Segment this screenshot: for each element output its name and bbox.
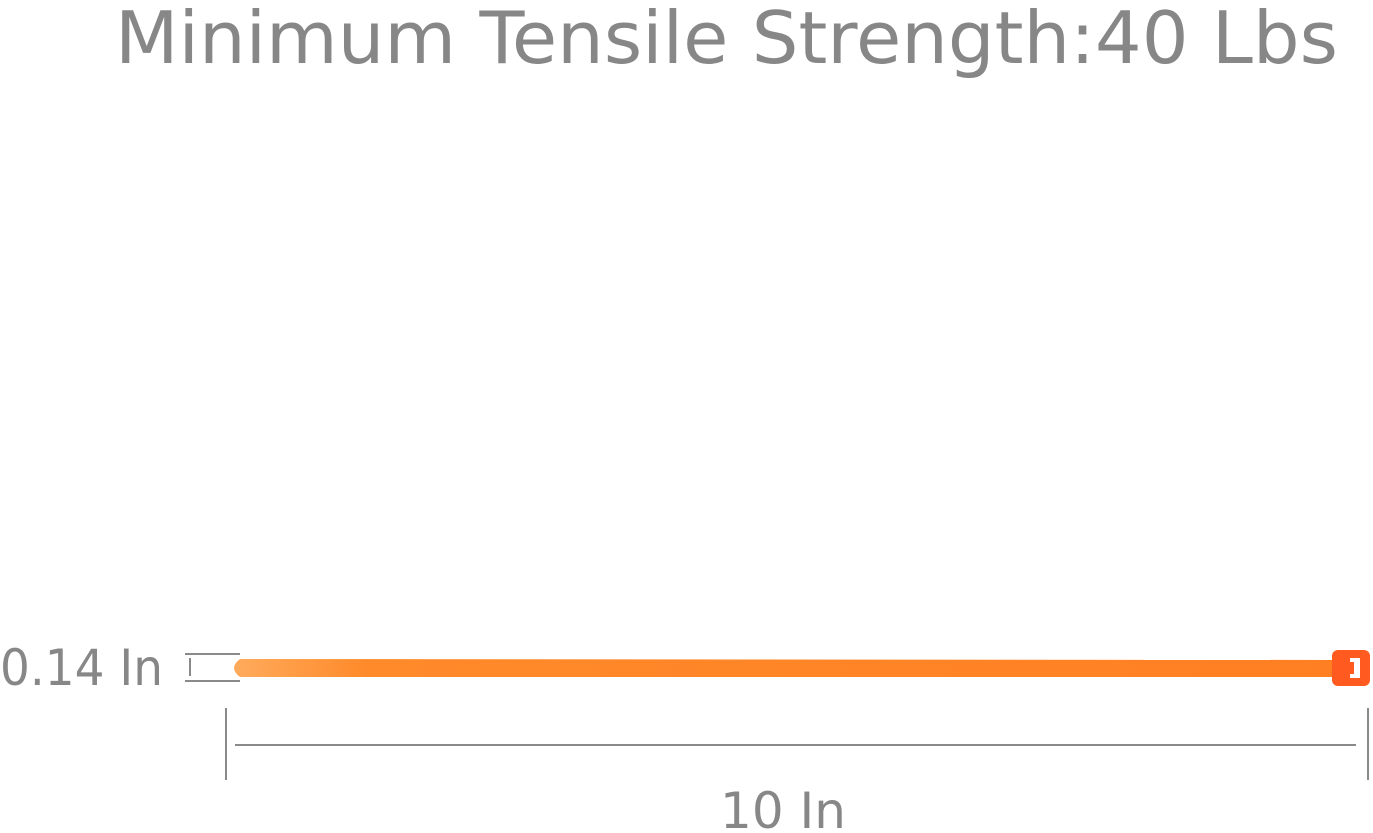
cable-tie bbox=[234, 650, 1370, 686]
tie-head-slot bbox=[1350, 658, 1360, 678]
length-dimension: 10 In bbox=[225, 708, 1369, 833]
width-label: 0.14 In bbox=[0, 639, 163, 697]
title: Minimum Tensile Strength:40 Lbs bbox=[115, 0, 1338, 80]
tie-strap bbox=[234, 659, 1340, 677]
length-label: 10 In bbox=[720, 782, 846, 833]
width-dimension: 0.14 In bbox=[0, 639, 240, 697]
tie-head bbox=[1332, 650, 1370, 686]
